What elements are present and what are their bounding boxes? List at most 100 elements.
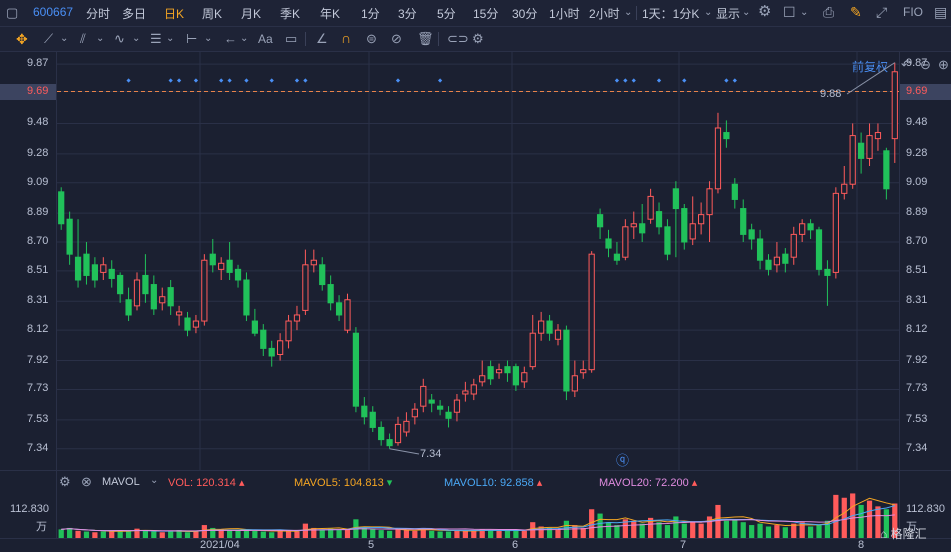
candle-body bbox=[184, 317, 191, 331]
fio-button[interactable]: FIO bbox=[903, 5, 923, 19]
price-label-left: 7.92 bbox=[27, 353, 49, 366]
volume-axis-top-left: 112.830 bbox=[10, 503, 49, 515]
zoom-in-icon[interactable]: ⊕ bbox=[938, 57, 949, 72]
tab-15min[interactable]: 15分 bbox=[473, 7, 499, 21]
measure-tool-icon[interactable]: ⊢ bbox=[186, 31, 198, 46]
volume-bar bbox=[109, 530, 115, 538]
volume-bar bbox=[513, 529, 519, 538]
tab-weekly-k[interactable]: 周K bbox=[202, 7, 223, 21]
tab-quarterly-k[interactable]: 季K bbox=[280, 7, 301, 21]
volume-bar bbox=[732, 519, 738, 538]
interval-select[interactable]: 1天：1分K bbox=[642, 7, 700, 21]
arrow-tool-icon[interactable]: ← bbox=[224, 31, 237, 46]
tab-5min[interactable]: 5分 bbox=[437, 7, 456, 21]
gear-icon[interactable]: ⚙ bbox=[59, 474, 71, 489]
volume-bar bbox=[875, 506, 881, 538]
chevron-down-icon[interactable]: ⌄ bbox=[742, 7, 751, 18]
event-marker-icon[interactable]: ⓠ bbox=[616, 453, 630, 468]
hide-icon[interactable]: ⊘ bbox=[391, 31, 402, 46]
tab-daily-k[interactable]: 日K bbox=[164, 7, 185, 21]
display-menu[interactable]: 显示 bbox=[716, 7, 741, 21]
close-icon[interactable]: ⊗ bbox=[81, 474, 92, 489]
volume-bar bbox=[83, 531, 90, 538]
gear-icon[interactable]: ⚙ bbox=[758, 3, 772, 20]
chevron-down-icon[interactable]: ⌄ bbox=[800, 7, 809, 18]
link-icon[interactable]: ⊂⊃ bbox=[447, 31, 469, 46]
chevron-down-icon[interactable]: ⌄ bbox=[240, 33, 249, 44]
volume-bar bbox=[184, 532, 191, 538]
chevron-down-icon[interactable]: ⌄ bbox=[704, 7, 713, 18]
volume-bar bbox=[807, 526, 814, 538]
candle-body bbox=[327, 284, 334, 304]
wave-tool-icon[interactable]: ∿ bbox=[114, 31, 125, 46]
settings-icon[interactable]: ⚙ bbox=[472, 31, 484, 46]
candle-body bbox=[201, 259, 208, 322]
cursor-price-right: 9.69 bbox=[900, 83, 951, 100]
candlestick-chart[interactable] bbox=[57, 52, 899, 470]
ruler-icon[interactable]: ∠ bbox=[316, 31, 328, 46]
adjust-mode-button[interactable]: 前复权 bbox=[852, 60, 889, 74]
tab-monthly-k[interactable]: 月K bbox=[241, 7, 262, 21]
fullscreen-icon[interactable]: ⤢ bbox=[876, 4, 888, 20]
candle-body bbox=[243, 279, 250, 316]
volume-bar bbox=[572, 525, 578, 538]
stock-code[interactable]: 600667 bbox=[33, 5, 74, 19]
tab-1hour[interactable]: 1小时 bbox=[549, 7, 580, 21]
candle-body bbox=[723, 132, 730, 140]
chevron-down-icon[interactable]: ⌄ bbox=[60, 33, 69, 44]
undo-icon[interactable]: ↶ bbox=[901, 57, 912, 72]
pencil-icon[interactable]: ✎ bbox=[850, 4, 862, 20]
chevron-down-icon[interactable]: ⌄ bbox=[150, 475, 159, 486]
volume-bar bbox=[605, 522, 612, 538]
tab-intraday[interactable]: 分时 bbox=[86, 7, 111, 21]
tab-30min[interactable]: 30分 bbox=[512, 7, 538, 21]
checkbox-icon[interactable]: ☐ bbox=[783, 4, 796, 20]
sidebar-toggle-icon[interactable]: ▢ bbox=[6, 5, 19, 20]
volume-bar bbox=[260, 531, 266, 538]
lock-icon[interactable]: ⊜ bbox=[366, 31, 377, 46]
price-label-left: 7.53 bbox=[27, 412, 49, 425]
chevron-down-icon[interactable]: ⌄ bbox=[166, 33, 175, 44]
volume-bar bbox=[277, 530, 283, 538]
volume-chart[interactable] bbox=[57, 492, 899, 538]
max-price-label: 9.88 bbox=[820, 88, 842, 100]
candle-body bbox=[285, 320, 292, 342]
period-toolbar: ▢ 600667 分时 多日 日K 周K 月K 季K 年K 1分 3分 5分 1… bbox=[0, 0, 951, 27]
camera-icon[interactable]: ⎙ bbox=[823, 4, 835, 20]
fib-tool-icon[interactable]: ☰ bbox=[150, 31, 162, 46]
layout-icon[interactable]: ▤ bbox=[934, 4, 948, 20]
volume-bar bbox=[488, 530, 494, 538]
magnet-icon[interactable]: ∩ bbox=[341, 30, 352, 46]
volume-bar bbox=[386, 530, 393, 538]
chevron-down-icon[interactable]: ⌄ bbox=[96, 33, 105, 44]
crosshair-icon[interactable]: ✥ bbox=[16, 31, 28, 47]
candle-body bbox=[277, 340, 284, 355]
volume-bar bbox=[866, 500, 873, 538]
tab-3min[interactable]: 3分 bbox=[398, 7, 417, 21]
tab-1min[interactable]: 1分 bbox=[361, 7, 380, 21]
trash-icon[interactable]: 🗑 bbox=[417, 31, 434, 46]
line-tool-icon[interactable]: ⟋ bbox=[44, 31, 54, 46]
comment-icon[interactable]: ▭ bbox=[285, 31, 298, 46]
candle-body bbox=[436, 405, 444, 410]
chevron-down-icon[interactable]: ⌄ bbox=[204, 33, 213, 44]
tab-2hour[interactable]: 2小时 bbox=[589, 7, 620, 21]
tab-multi-day[interactable]: 多日 bbox=[122, 7, 147, 21]
indicator-name[interactable]: MAVOL bbox=[102, 476, 140, 488]
price-label-right: 9.87 bbox=[906, 57, 928, 70]
candle-body bbox=[487, 366, 494, 380]
chevron-down-icon[interactable]: ⌄ bbox=[132, 33, 141, 44]
chevron-down-icon[interactable]: ⌄ bbox=[624, 7, 633, 18]
candle-body bbox=[125, 299, 132, 316]
channel-tool-icon[interactable]: ⫽ bbox=[80, 31, 86, 46]
text-tool-icon[interactable]: Aa bbox=[258, 32, 273, 46]
volume-bar bbox=[833, 494, 839, 538]
candle-body bbox=[841, 183, 848, 194]
candle-body bbox=[428, 399, 435, 404]
candle-body bbox=[773, 256, 781, 266]
tab-yearly-k[interactable]: 年K bbox=[320, 7, 341, 21]
candle-body bbox=[504, 366, 511, 374]
zoom-out-icon[interactable]: ⊖ bbox=[920, 57, 931, 72]
price-label-left: 9.48 bbox=[27, 116, 49, 129]
event-marker bbox=[724, 78, 729, 83]
